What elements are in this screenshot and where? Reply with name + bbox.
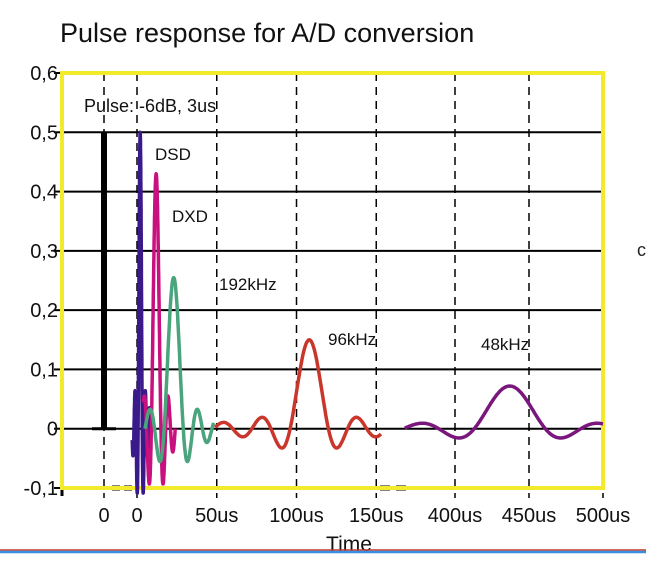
x-tick-label: 50us [195, 505, 238, 527]
series-label: DSD [155, 145, 191, 164]
x-tick-label: 0 [98, 505, 109, 527]
x-tick-label: 150us [349, 505, 404, 527]
series-label: 192kHz [219, 275, 277, 294]
series-48khz [403, 384, 604, 440]
stray-text: c [637, 240, 646, 260]
y-tick-label: 0 [47, 419, 58, 441]
series-label: 48kHz [481, 335, 529, 354]
series-192khz [143, 275, 216, 464]
x-tick-label: 0 [131, 505, 142, 527]
x-tick-label: 100us [269, 505, 324, 527]
series-96khz [213, 338, 383, 450]
x-tick-label: 450us [502, 505, 557, 527]
plot-frame [60, 71, 605, 490]
chart-title: Pulse response for A/D conversion [60, 18, 475, 48]
y-tick-label: 0,3 [30, 241, 58, 263]
series-label: 96kHz [328, 330, 376, 349]
x-tick-label: 500us [576, 505, 631, 527]
y-tick-label: 0,1 [30, 359, 58, 381]
series-label: DXD [172, 207, 208, 226]
y-tick-label: -0,1 [24, 478, 58, 500]
pulse-annotation: Pulse: -6dB, 3us [84, 96, 216, 116]
x-tick-label: 400us [428, 505, 483, 527]
series-dxd [141, 172, 178, 486]
y-tick-label: 0,4 [30, 182, 58, 204]
y-tick-label: 0,6 [30, 63, 58, 85]
y-tick-label: 0,5 [30, 122, 58, 144]
y-tick-label: 0,2 [30, 300, 58, 322]
